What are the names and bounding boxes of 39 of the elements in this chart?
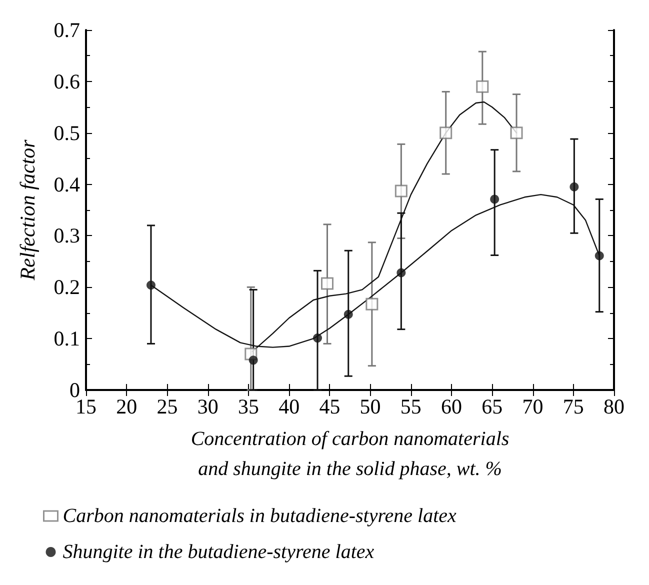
y-tick-label: 0.7 [54, 18, 80, 42]
y-tick-label: 0.2 [54, 275, 80, 300]
legend-label: Shungite in the butadiene-styrene latex [62, 541, 374, 563]
y-tick-label: 0.5 [54, 120, 80, 145]
x-axis-title: Concentration of carbon nanomaterials and shungite in the solid phase, wt. % [190, 428, 510, 480]
y-tick-label: 0.4 [54, 172, 80, 196]
y-tick-label: 0.1 [54, 326, 80, 351]
y-tick-label: 0.6 [54, 69, 80, 94]
legend-label: Carbon nanomaterials in butadiene-styrene latex [62, 505, 457, 527]
y-tick-label: 0.3 [54, 224, 80, 248]
point [476, 80, 489, 93]
x-tick-label: 25 [156, 394, 178, 418]
point [440, 126, 452, 140]
x-tick-label: 30 [197, 394, 218, 418]
point [366, 298, 378, 310]
x-tick-label: 40 [278, 394, 300, 418]
x-tick-label: 80 [604, 394, 624, 418]
x-tick-label: 65 [482, 394, 503, 418]
y-tick-label: 0 [70, 378, 80, 402]
point [248, 356, 258, 365]
x-tick-label: 35 [238, 394, 259, 418]
point [313, 334, 322, 343]
point [321, 277, 334, 290]
x-tick-label: 70 [522, 394, 544, 418]
point [394, 184, 408, 198]
point [510, 126, 523, 140]
point [594, 251, 604, 260]
y-axis-title: Relfection factor [16, 138, 40, 282]
x-tick-label: 45 [319, 394, 340, 418]
x-tick-label: 20 [116, 394, 138, 418]
point [490, 194, 500, 204]
point [396, 268, 406, 278]
point [146, 280, 156, 290]
x-tick-label: 75 [562, 394, 584, 418]
x-tick-label: 55 [400, 394, 422, 418]
point [570, 182, 579, 192]
x-tick-label: 60 [441, 394, 462, 418]
x-tick-label: 50 [360, 394, 381, 418]
point [344, 310, 353, 319]
